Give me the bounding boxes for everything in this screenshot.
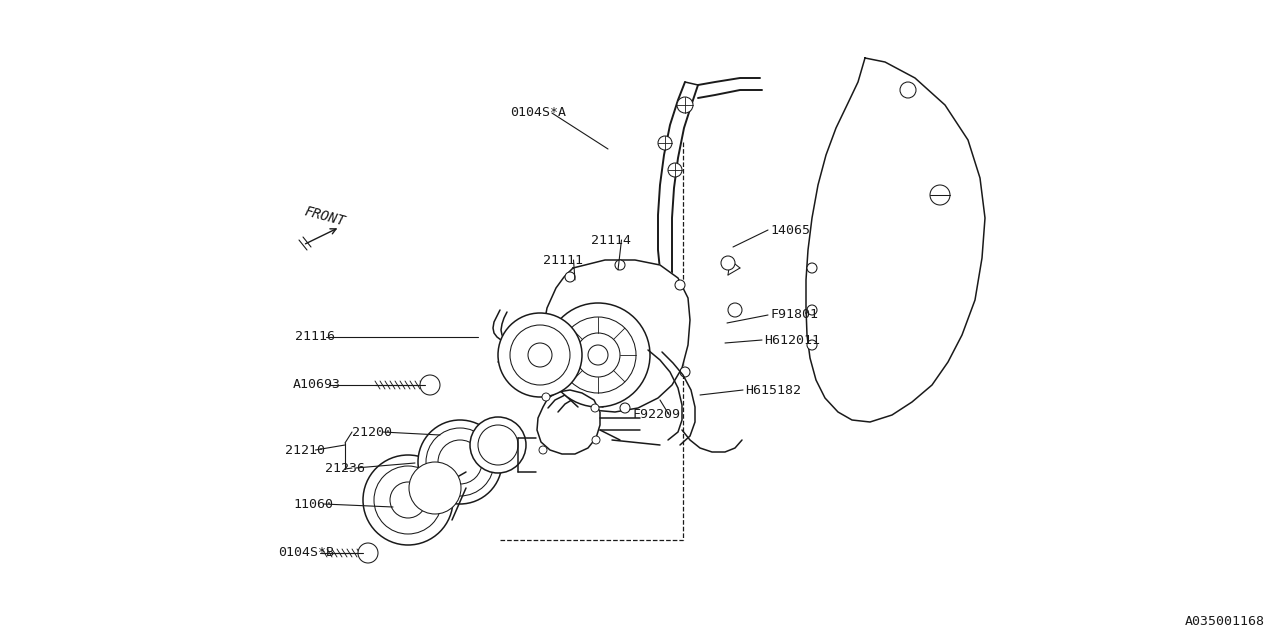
Text: 21236: 21236 bbox=[325, 461, 365, 474]
Circle shape bbox=[410, 462, 461, 514]
Circle shape bbox=[547, 303, 650, 407]
Circle shape bbox=[419, 420, 502, 504]
Polygon shape bbox=[543, 260, 690, 412]
Polygon shape bbox=[538, 390, 600, 454]
Circle shape bbox=[561, 317, 636, 393]
Circle shape bbox=[438, 440, 483, 484]
Circle shape bbox=[509, 325, 570, 385]
Circle shape bbox=[658, 136, 672, 150]
Circle shape bbox=[806, 263, 817, 273]
Circle shape bbox=[900, 82, 916, 98]
Text: 0104S*A: 0104S*A bbox=[509, 106, 566, 120]
Circle shape bbox=[529, 343, 552, 367]
Text: H615182: H615182 bbox=[745, 383, 801, 397]
Text: 14065: 14065 bbox=[771, 223, 810, 237]
Text: H612011: H612011 bbox=[764, 333, 820, 346]
Circle shape bbox=[620, 403, 630, 413]
Circle shape bbox=[420, 375, 440, 395]
Circle shape bbox=[470, 417, 526, 473]
Circle shape bbox=[806, 305, 817, 315]
Circle shape bbox=[576, 333, 620, 377]
Text: FRONT: FRONT bbox=[303, 205, 347, 229]
Polygon shape bbox=[806, 58, 986, 422]
Circle shape bbox=[426, 428, 494, 496]
Circle shape bbox=[721, 256, 735, 270]
Circle shape bbox=[541, 393, 550, 401]
Circle shape bbox=[553, 380, 563, 390]
Text: F92209: F92209 bbox=[634, 408, 681, 422]
Circle shape bbox=[591, 436, 600, 444]
Circle shape bbox=[364, 455, 453, 545]
Circle shape bbox=[358, 543, 378, 563]
Text: 21114: 21114 bbox=[591, 234, 631, 246]
Text: 0104S*B: 0104S*B bbox=[278, 547, 334, 559]
Circle shape bbox=[564, 272, 575, 282]
Text: 21200: 21200 bbox=[352, 426, 392, 438]
Circle shape bbox=[374, 466, 442, 534]
Circle shape bbox=[668, 163, 682, 177]
Circle shape bbox=[588, 345, 608, 365]
Circle shape bbox=[591, 404, 599, 412]
Circle shape bbox=[477, 425, 518, 465]
Circle shape bbox=[498, 313, 582, 397]
Circle shape bbox=[390, 482, 426, 518]
Text: 11060: 11060 bbox=[293, 497, 333, 511]
Text: F91801: F91801 bbox=[771, 308, 818, 321]
Circle shape bbox=[677, 97, 692, 113]
Circle shape bbox=[806, 340, 817, 350]
Text: 21116: 21116 bbox=[294, 330, 335, 344]
Circle shape bbox=[931, 185, 950, 205]
Circle shape bbox=[675, 280, 685, 290]
Circle shape bbox=[614, 260, 625, 270]
Text: A10693: A10693 bbox=[293, 378, 340, 392]
Text: 21210: 21210 bbox=[285, 444, 325, 456]
Circle shape bbox=[728, 303, 742, 317]
Text: A035001168: A035001168 bbox=[1185, 615, 1265, 628]
Text: 21111: 21111 bbox=[543, 253, 582, 266]
Circle shape bbox=[539, 446, 547, 454]
Circle shape bbox=[680, 367, 690, 377]
